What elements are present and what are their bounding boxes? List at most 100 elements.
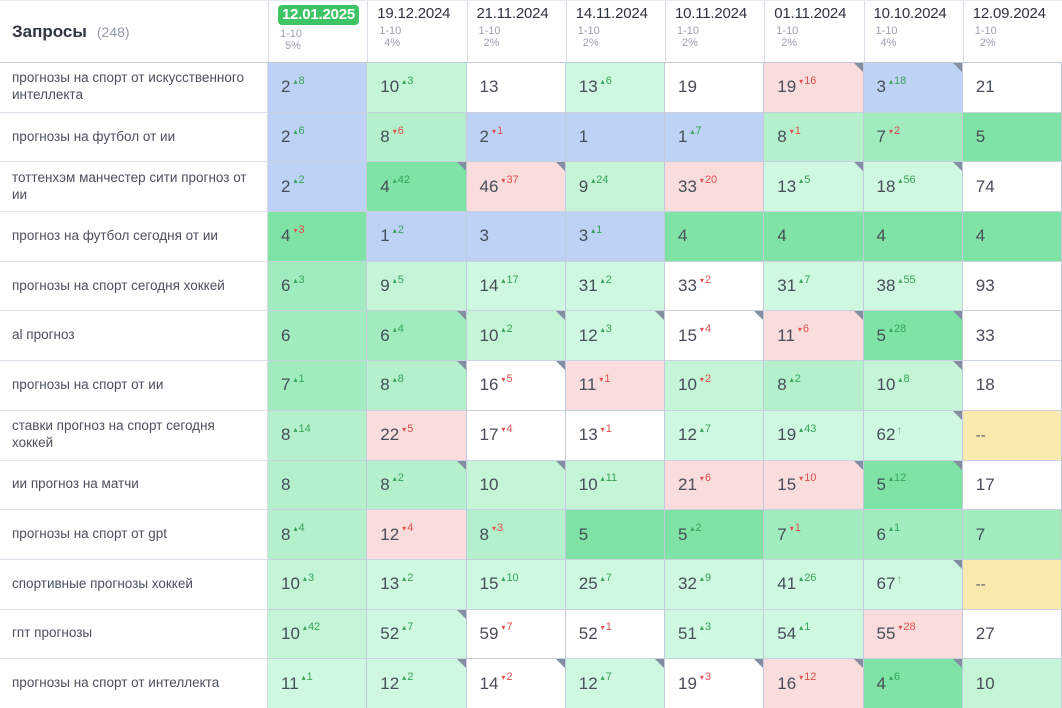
position-cell[interactable]: 33 ▾20: [665, 162, 765, 213]
position-cell[interactable]: 8 ▴2: [764, 361, 864, 411]
position-cell[interactable]: 8 ▾3: [466, 510, 566, 560]
query-cell[interactable]: тоттенхэм манчестер сити прогноз от ии: [0, 162, 268, 213]
position-cell[interactable]: 18 ▴56: [863, 162, 963, 213]
position-cell[interactable]: --: [962, 410, 1062, 461]
position-cell[interactable]: 27: [962, 609, 1062, 660]
position-cell[interactable]: 67 ↑: [863, 559, 963, 610]
position-cell[interactable]: 33 ▾2: [665, 261, 765, 312]
position-cell[interactable]: 11 ▴1: [268, 659, 368, 708]
position-cell[interactable]: 2 ▴2: [268, 162, 368, 213]
position-cell[interactable]: 13 ▾1: [565, 410, 665, 461]
position-cell[interactable]: 19 ▴43: [764, 410, 864, 461]
query-cell[interactable]: ставки прогноз на спорт сегодня хоккей: [0, 410, 268, 461]
position-cell[interactable]: 33: [962, 311, 1062, 362]
position-cell[interactable]: 5 ▴28: [863, 311, 963, 362]
position-cell[interactable]: 10 ▴8: [863, 361, 963, 411]
position-cell[interactable]: 52 ▴7: [367, 609, 467, 660]
position-cell[interactable]: 10 ▴11: [565, 460, 665, 511]
position-cell[interactable]: 32 ▴9: [665, 559, 765, 610]
position-cell[interactable]: 14 ▾2: [466, 659, 566, 708]
position-cell[interactable]: 4: [665, 212, 765, 262]
position-cell[interactable]: 3 ▴18: [863, 63, 963, 113]
position-cell[interactable]: 9 ▴24: [565, 162, 665, 213]
position-cell[interactable]: 46 ▾37: [466, 162, 566, 213]
position-cell[interactable]: 31 ▴2: [565, 261, 665, 312]
position-cell[interactable]: 38 ▴55: [863, 261, 963, 312]
position-cell[interactable]: 5 ▴2: [665, 510, 765, 560]
position-cell[interactable]: 74: [962, 162, 1062, 213]
position-cell[interactable]: 15 ▴10: [466, 559, 566, 610]
position-cell[interactable]: 14 ▴17: [466, 261, 566, 312]
position-cell[interactable]: 13 ▴6: [565, 63, 665, 113]
query-cell[interactable]: al прогноз: [0, 311, 268, 362]
query-cell[interactable]: прогнозы на спорт от ии: [0, 361, 268, 411]
position-cell[interactable]: 5: [565, 510, 665, 560]
position-cell[interactable]: 54 ▴1: [764, 609, 864, 660]
position-cell[interactable]: 17: [962, 460, 1062, 511]
date-column-header[interactable]: 10.10.2024 1-10 4%: [863, 1, 963, 62]
position-cell[interactable]: 3: [466, 212, 566, 262]
query-cell[interactable]: ии прогноз на матчи: [0, 460, 268, 511]
position-cell[interactable]: 12 ▴7: [565, 659, 665, 708]
position-cell[interactable]: 19: [665, 63, 765, 113]
position-cell[interactable]: 8 ▴8: [367, 361, 467, 411]
date-column-header[interactable]: 14.11.2024 1-10 2%: [565, 1, 665, 62]
position-cell[interactable]: 13 ▴5: [764, 162, 864, 213]
position-cell[interactable]: 7 ▴1: [268, 361, 368, 411]
position-cell[interactable]: --: [962, 559, 1062, 610]
position-cell[interactable]: 25 ▴7: [565, 559, 665, 610]
date-column-header[interactable]: 01.11.2024 1-10 2%: [764, 1, 863, 62]
position-cell[interactable]: 8 ▾6: [367, 112, 467, 163]
position-cell[interactable]: 7 ▾1: [764, 510, 864, 560]
query-cell[interactable]: прогнозы на спорт сегодня хоккей: [0, 261, 268, 312]
position-cell[interactable]: 59 ▾7: [466, 609, 566, 660]
query-cell[interactable]: прогнозы на футбол от ии: [0, 112, 268, 163]
position-cell[interactable]: 15 ▾4: [665, 311, 765, 362]
position-cell[interactable]: 13: [466, 63, 566, 113]
position-cell[interactable]: 5: [962, 112, 1062, 163]
position-cell[interactable]: 17 ▾4: [466, 410, 566, 461]
position-cell[interactable]: 21 ▾6: [665, 460, 765, 511]
query-cell[interactable]: гпт прогнозы: [0, 609, 268, 660]
position-cell[interactable]: 7: [962, 510, 1062, 560]
position-cell[interactable]: 6 ▴3: [268, 261, 368, 312]
position-cell[interactable]: 4: [863, 212, 963, 262]
position-cell[interactable]: 19 ▾16: [764, 63, 864, 113]
position-cell[interactable]: 8 ▴2: [367, 460, 467, 511]
query-cell[interactable]: прогнозы на спорт от gpt: [0, 510, 268, 560]
position-cell[interactable]: 6 ▴4: [367, 311, 467, 362]
position-cell[interactable]: 12 ▴2: [367, 659, 467, 708]
position-cell[interactable]: 1 ▴7: [665, 112, 765, 163]
position-cell[interactable]: 12 ▴7: [665, 410, 765, 461]
position-cell[interactable]: 6 ▴1: [863, 510, 963, 560]
position-cell[interactable]: 7 ▾2: [863, 112, 963, 163]
position-cell[interactable]: 4 ▴42: [367, 162, 467, 213]
position-cell[interactable]: 12 ▴3: [565, 311, 665, 362]
position-cell[interactable]: 4 ▴6: [863, 659, 963, 708]
position-cell[interactable]: 1: [565, 112, 665, 163]
position-cell[interactable]: 52 ▾1: [565, 609, 665, 660]
position-cell[interactable]: 8: [268, 460, 368, 511]
query-cell[interactable]: спортивные прогнозы хоккей: [0, 559, 268, 610]
position-cell[interactable]: 51 ▴3: [665, 609, 765, 660]
position-cell[interactable]: 22 ▾5: [367, 410, 467, 461]
position-cell[interactable]: 8 ▾1: [764, 112, 864, 163]
position-cell[interactable]: 9 ▴5: [367, 261, 467, 312]
position-cell[interactable]: 4 ▾3: [268, 212, 368, 262]
position-cell[interactable]: 18: [962, 361, 1062, 411]
position-cell[interactable]: 8 ▴14: [268, 410, 368, 461]
position-cell[interactable]: 12 ▾4: [367, 510, 467, 560]
position-cell[interactable]: 2 ▴8: [268, 63, 368, 113]
position-cell[interactable]: 2 ▾1: [466, 112, 566, 163]
position-cell[interactable]: 2 ▴6: [268, 112, 368, 163]
position-cell[interactable]: 3 ▴1: [565, 212, 665, 262]
date-column-header[interactable]: 19.12.2024 1-10 4%: [367, 1, 466, 62]
position-cell[interactable]: 93: [962, 261, 1062, 312]
position-cell[interactable]: 10: [962, 659, 1062, 708]
position-cell[interactable]: 15 ▾10: [764, 460, 864, 511]
date-column-header[interactable]: 12.09.2024 1-10 2%: [962, 1, 1062, 62]
position-cell[interactable]: 21: [962, 63, 1062, 113]
query-cell[interactable]: прогнозы на спорт от интеллекта: [0, 659, 268, 708]
position-cell[interactable]: 8 ▴4: [268, 510, 368, 560]
position-cell[interactable]: 11 ▾1: [565, 361, 665, 411]
